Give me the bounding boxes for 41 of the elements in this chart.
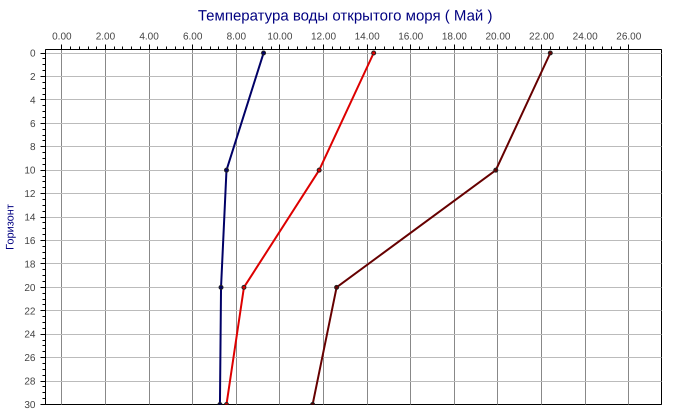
point (371, 50, 376, 56)
y-tick-label: 8 (30, 142, 36, 154)
y-tick-label: 4 (30, 95, 36, 106)
point (316, 168, 322, 173)
point (548, 50, 553, 56)
y-tick-label: 30 (24, 400, 36, 411)
x-tick-label: 24.00 (572, 32, 598, 42)
y-tick-label: 28 (24, 376, 36, 388)
y-tick-label: 22 (24, 306, 36, 318)
chart-title: Температура воды открытого моря ( Май ) (198, 8, 492, 24)
y-tick-label: 18 (24, 259, 36, 270)
x-tick-label: 18.00 (442, 32, 468, 42)
x-tick-label: 20.00 (485, 32, 511, 42)
x-tick-label: 12.00 (311, 32, 336, 42)
y-tick-label: 16 (24, 236, 36, 247)
y-tick-label: 12 (24, 189, 36, 200)
x-tick-label: 6.00 (182, 32, 203, 42)
point (261, 50, 266, 56)
y-tick-label: 10 (24, 166, 36, 177)
y-tick-label: 26 (24, 353, 36, 364)
x-tick-label: 10.00 (267, 32, 293, 42)
x-tick-label: 22.00 (529, 32, 555, 42)
point (334, 284, 340, 290)
y-tick-label: 6 (30, 118, 36, 130)
y-tick-label: 24 (24, 330, 36, 341)
y-tick-label: 14 (24, 212, 36, 224)
point (224, 168, 229, 173)
y-tick-label: 20 (24, 282, 36, 294)
x-tick-label: 0.00 (52, 32, 72, 42)
x-tick-label: 2.00 (96, 32, 116, 42)
y-tick-label: 2 (30, 72, 36, 83)
point (218, 284, 224, 290)
point (493, 168, 498, 173)
x-tick-label: 4.00 (139, 32, 160, 42)
x-tick-label: 14.00 (354, 32, 380, 42)
y-axis-title: Горизонт (4, 204, 16, 250)
x-tick-label: 26.00 (616, 32, 642, 42)
x-tick-label: 8.00 (226, 32, 246, 42)
point (241, 284, 246, 290)
y-tick-label: 0 (30, 48, 36, 60)
x-tick-label: 16.00 (398, 32, 424, 42)
